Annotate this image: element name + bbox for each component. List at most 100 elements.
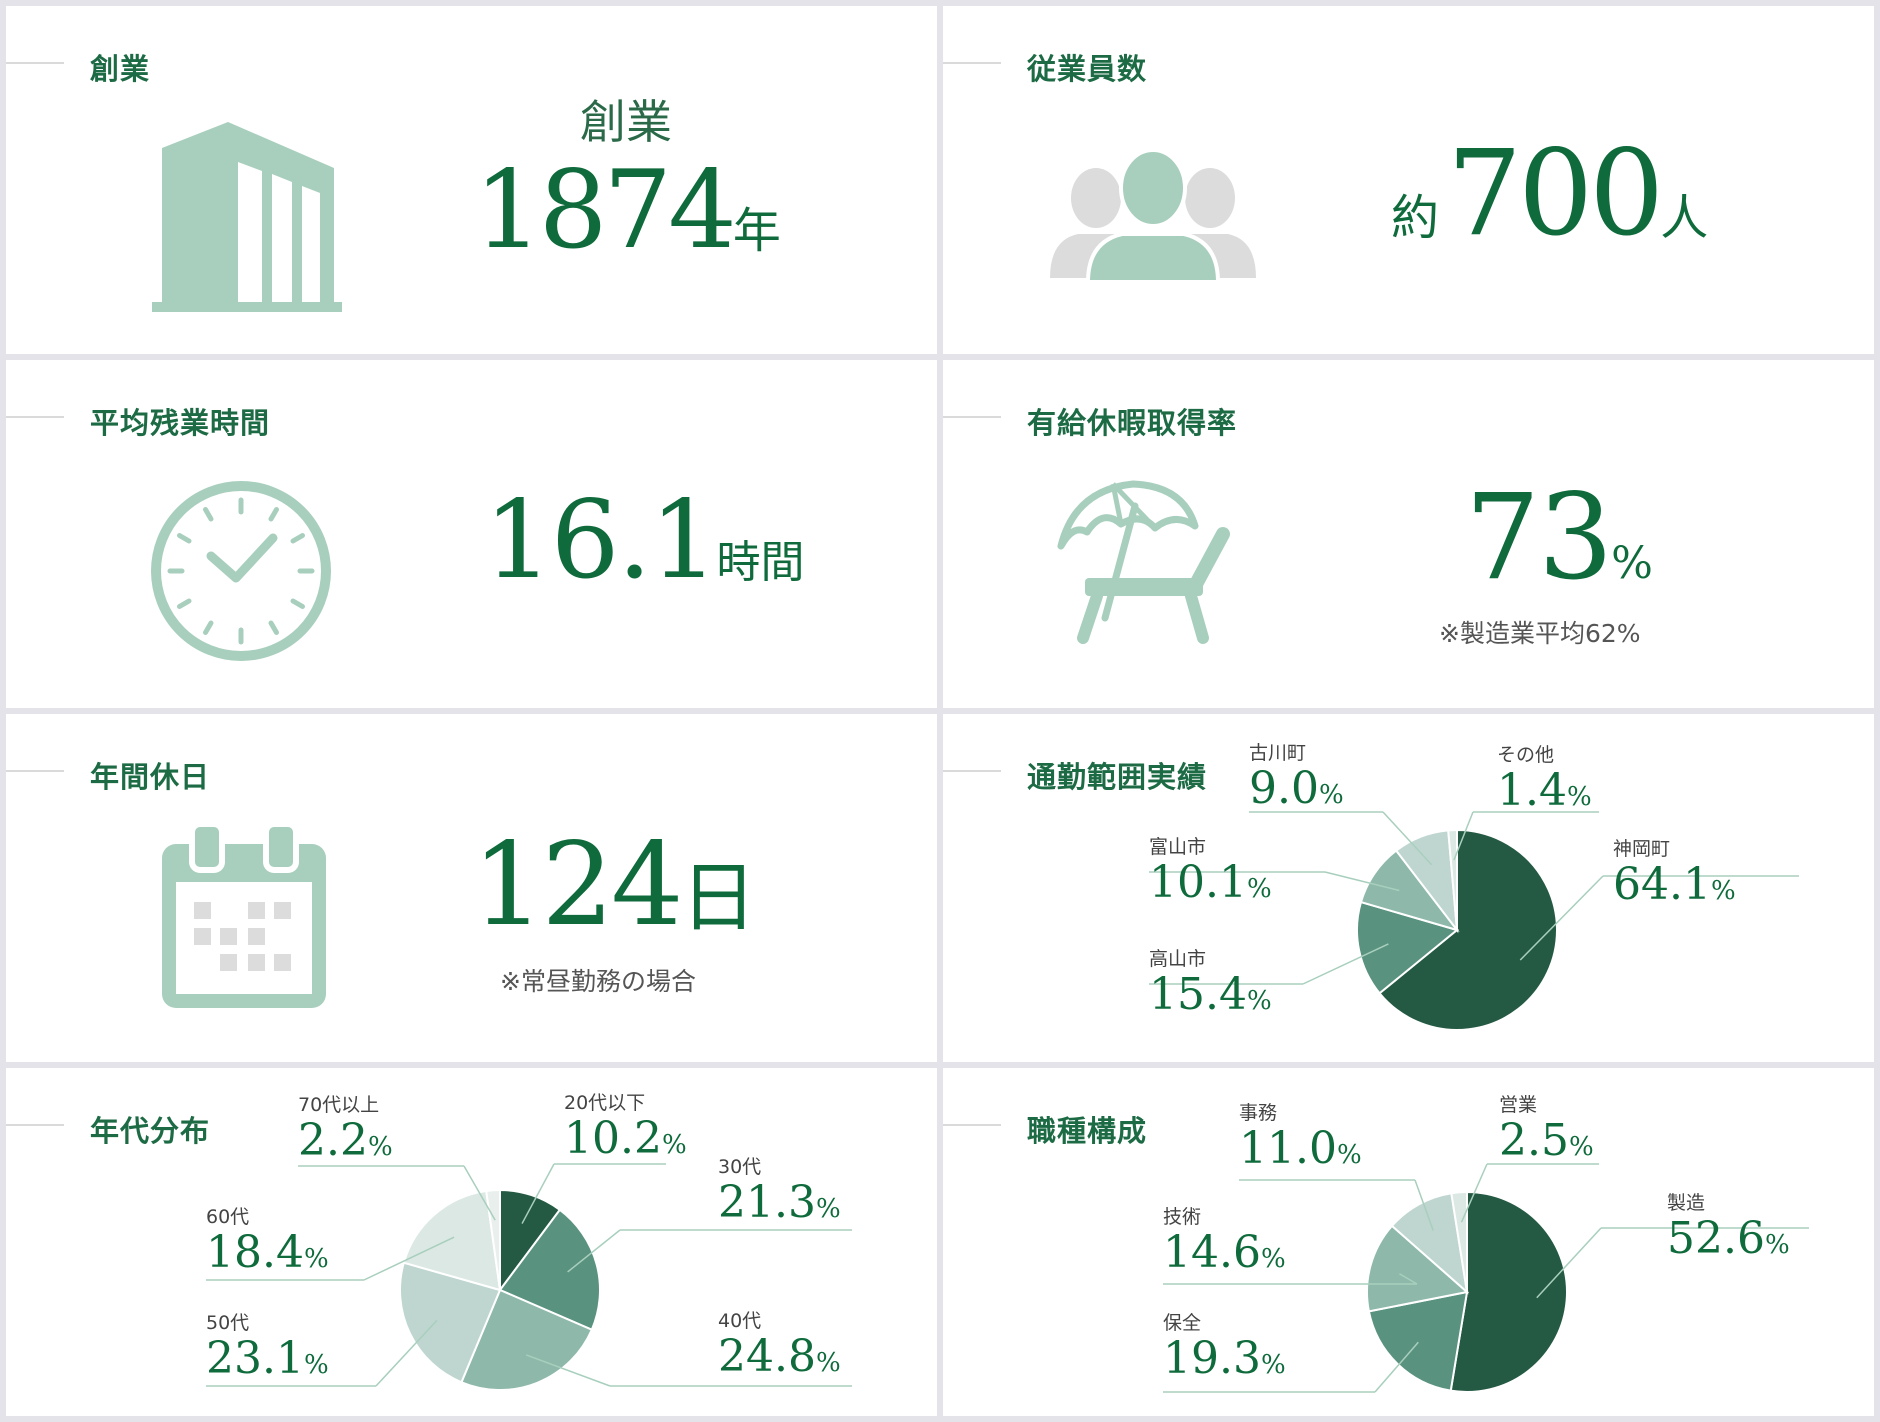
holidays-value: 124: [472, 818, 684, 951]
title-rule: [6, 416, 64, 418]
pie-label-unit: %: [1710, 876, 1736, 906]
pie-label: 営業 2.5%: [1499, 1090, 1594, 1163]
leader-line: [1302, 943, 1389, 985]
pie-label-value: 64.1: [1613, 859, 1711, 910]
card-employees: 従業員数 約700人: [943, 6, 1874, 354]
card-title: 年間休日: [90, 760, 211, 794]
founding-value-group: 1874年: [474, 148, 781, 273]
card-title: 有給休暇取得率: [1027, 406, 1238, 440]
card-ages: 年代分布 20代以下 10.2% 30代 21.3% 40代 24.8% 50代 23.1% 6…: [6, 1068, 937, 1416]
leader-line: [1414, 1179, 1434, 1231]
pie-label-value: 19.3: [1163, 1333, 1261, 1384]
pie-label-category: 20代以下: [564, 1092, 646, 1114]
pie-label-value: 10.2: [564, 1113, 662, 1164]
pie-label-value: 23.1: [206, 1333, 304, 1384]
card-title: 通勤範囲実績: [1027, 760, 1208, 794]
pie-label-value: 14.6: [1163, 1227, 1261, 1278]
pie-label-value: 18.4: [206, 1227, 304, 1278]
pie-label-category: 70代以上: [298, 1094, 380, 1116]
pie-label-unit: %: [1568, 1132, 1594, 1162]
pie-label-category: 60代: [206, 1206, 250, 1228]
pie-label: 30代 21.3%: [718, 1152, 841, 1225]
people-icon: [1050, 148, 1256, 284]
pie-label-category: 高山市: [1149, 948, 1207, 970]
pie-slice-5: [485, 1188, 501, 1291]
founding-unit: 年: [732, 203, 781, 259]
holidays-unit: 日: [680, 853, 757, 942]
pie-slice-2: [460, 1288, 594, 1391]
employees-prefix: 約: [1391, 190, 1440, 246]
pie-label: 20代以下 10.2%: [564, 1088, 687, 1161]
pie-label-value: 24.8: [718, 1331, 816, 1382]
employees-value-group: 約700人: [1391, 124, 1708, 262]
pie-label-value: 2.2: [298, 1115, 368, 1166]
pie-label: 高山市 15.4%: [1149, 944, 1272, 1017]
paid-leave-value: 73: [1465, 468, 1613, 606]
pie-label-unit: %: [303, 1350, 329, 1380]
pie-label-value: 21.3: [718, 1177, 816, 1228]
pie-slice-4: [1447, 828, 1458, 931]
pie-label: 70代以上 2.2%: [298, 1090, 393, 1163]
leader-line: [363, 1236, 455, 1281]
pie-slice-0: [1378, 828, 1558, 1031]
pie-label-unit: %: [1246, 986, 1272, 1016]
pie-label-unit: %: [1566, 782, 1592, 812]
title-rule: [6, 62, 64, 64]
title-rule: [6, 770, 64, 772]
card-paid-leave: 有給休暇取得率 73% ※製造業平均62%: [943, 360, 1874, 708]
pie-label-value: 10.1: [1149, 857, 1247, 908]
pie-label-unit: %: [661, 1130, 687, 1160]
leader-line: [1519, 875, 1604, 961]
holidays-note: ※常昼勤務の場合: [500, 967, 696, 996]
pie-label-category: 50代: [206, 1312, 250, 1334]
pie-chart: [1149, 811, 1799, 1031]
pie-slice-1: [1356, 900, 1460, 995]
paid-leave-note: ※製造業平均62%: [1439, 619, 1641, 648]
pie-label: 神岡町 64.1%: [1613, 834, 1736, 907]
founding-label: 創業: [580, 95, 672, 149]
card-overtime: 平均残業時間 16.1時間: [6, 360, 937, 708]
pie-label-category: 30代: [718, 1156, 762, 1178]
pie-label: 保全 19.3%: [1163, 1308, 1286, 1381]
pie-label-category: 富山市: [1149, 836, 1207, 858]
title-rule: [943, 770, 1001, 772]
pie-label-category: 神岡町: [1613, 838, 1671, 860]
leader-line: [1382, 811, 1433, 866]
pie-label-value: 9.0: [1249, 763, 1319, 814]
pie-chart: [206, 1163, 852, 1391]
title-rule: [943, 1124, 1001, 1126]
title-rule: [943, 62, 1001, 64]
pie-label-value: 1.4: [1497, 765, 1567, 816]
pie-label-category: その他: [1497, 744, 1555, 766]
pie-label: 古川町 9.0%: [1249, 738, 1344, 811]
pie-label-unit: %: [367, 1132, 393, 1162]
pie-label: 事務 11.0%: [1239, 1098, 1362, 1171]
pie-label-value: 11.0: [1239, 1123, 1337, 1174]
leader-line: [521, 1163, 555, 1224]
pie-label-category: 製造: [1667, 1192, 1706, 1214]
pie-label-category: 技術: [1163, 1206, 1202, 1228]
leader-line: [375, 1319, 438, 1387]
pie-label-unit: %: [1260, 1244, 1286, 1274]
pie-slice-4: [402, 1189, 502, 1292]
card-title: 職種構成: [1027, 1114, 1148, 1148]
pie-label-category: 保全: [1163, 1312, 1202, 1334]
pie-label: 60代 18.4%: [206, 1202, 329, 1275]
pie-label-value: 15.4: [1149, 969, 1247, 1020]
holidays-value-group: 124日: [472, 818, 757, 951]
card-title: 創業: [90, 52, 151, 86]
pie-label-category: 営業: [1499, 1094, 1538, 1116]
pie-label: 50代 23.1%: [206, 1308, 329, 1381]
calendar-icon: [162, 822, 326, 1008]
pie-chart: [1163, 1163, 1809, 1393]
pie-label-unit: %: [815, 1348, 841, 1378]
pie-label-value: 2.5: [1499, 1115, 1569, 1166]
card-founding: 創業 創業 1874年: [6, 6, 937, 354]
card-holidays: 年間休日 124日 ※常昼勤務の場合: [6, 714, 937, 1062]
overtime-value: 16.1: [484, 478, 718, 603]
leader-line: [1536, 1227, 1602, 1299]
pie-label-unit: %: [815, 1194, 841, 1224]
overtime-value-group: 16.1時間: [484, 478, 804, 603]
pie-slice-2: [1366, 1224, 1470, 1313]
pie-label: 技術 14.6%: [1163, 1202, 1286, 1275]
